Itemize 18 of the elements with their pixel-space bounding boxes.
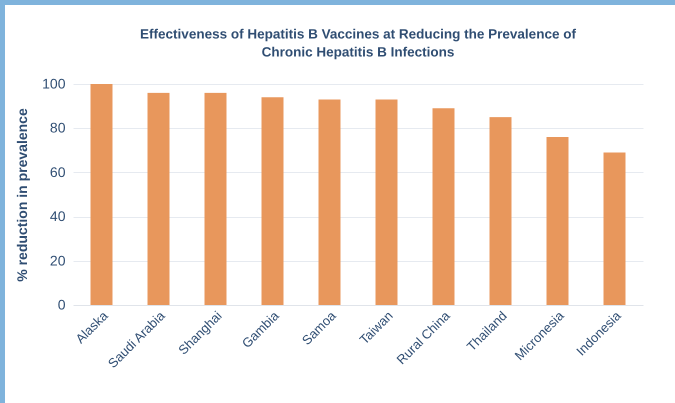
bar xyxy=(432,108,454,305)
y-tick-label: 20 xyxy=(50,252,66,268)
y-tick-label: 100 xyxy=(42,76,66,92)
bar xyxy=(376,99,398,305)
y-tick-label: 40 xyxy=(50,208,66,224)
bar xyxy=(204,92,226,305)
bar xyxy=(262,97,284,305)
y-tick-label: 60 xyxy=(50,164,66,180)
y-axis-title: % reduction in prevalence xyxy=(14,108,30,282)
bar xyxy=(604,152,626,305)
bar xyxy=(90,84,112,305)
bar xyxy=(318,99,340,305)
y-tick-label: 80 xyxy=(50,120,66,136)
bar xyxy=(546,137,568,305)
bar xyxy=(148,92,170,305)
y-tick-label: 0 xyxy=(58,296,66,312)
bar xyxy=(490,117,512,305)
chart-title: Effectiveness of Hepatitis B Vaccines at Reducing the Prevalence of Chronic Hepatitis B Infections xyxy=(140,26,576,60)
